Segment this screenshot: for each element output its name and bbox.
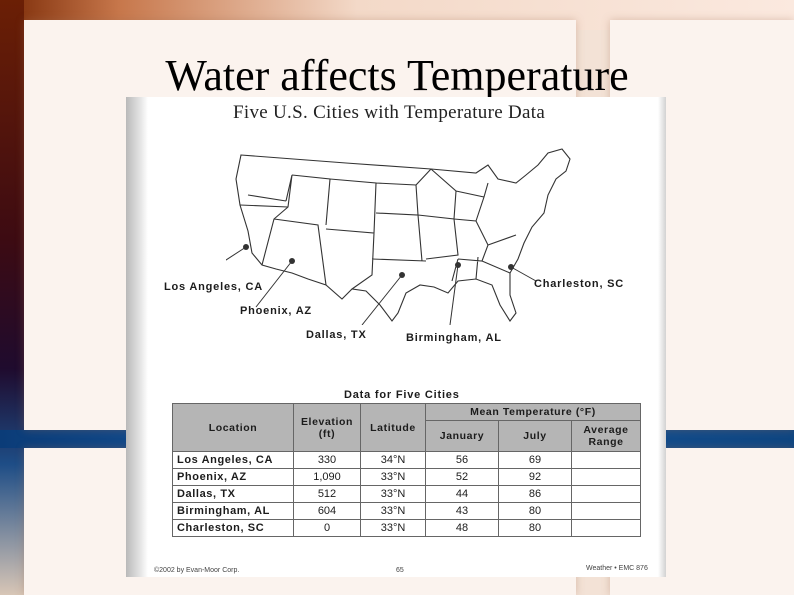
city-label-dallas: Dallas, TX [306, 329, 367, 341]
cell-july: 92 [498, 468, 572, 486]
cell-average-range [571, 485, 641, 503]
header-average-range: Average Range [571, 420, 641, 452]
page-binding-shadow [126, 97, 148, 577]
cell-elevation: 1,090 [293, 468, 361, 486]
cell-latitude: 34°N [360, 451, 426, 469]
cell-location: Charleston, SC [172, 519, 294, 537]
cell-elevation: 512 [293, 485, 361, 503]
cell-location: Phoenix, AZ [172, 468, 294, 486]
cell-january: 44 [425, 485, 499, 503]
cell-elevation: 330 [293, 451, 361, 469]
cell-july: 69 [498, 451, 572, 469]
table-header-row: Location Elevation (ft) Latitude Mean Te… [172, 403, 641, 452]
cell-latitude: 33°N [360, 468, 426, 486]
pointer-line [510, 266, 537, 282]
table-row: Charleston, SC 0 33°N 48 80 [172, 519, 641, 537]
cell-location: Los Angeles, CA [172, 451, 294, 469]
pointer-line [361, 274, 403, 325]
cell-average-range [571, 502, 641, 520]
book-reference: Weather • EMC 876 [586, 565, 648, 572]
table-row: Los Angeles, CA 330 34°N 56 69 [172, 451, 641, 469]
header-latitude: Latitude [360, 403, 426, 452]
city-label-charleston: Charleston, SC [534, 278, 625, 290]
us-map [226, 148, 571, 325]
cell-average-range [571, 468, 641, 486]
cell-elevation: 604 [293, 502, 361, 520]
header-july: July [498, 420, 572, 452]
cell-july: 86 [498, 485, 572, 503]
cell-latitude: 33°N [360, 519, 426, 537]
map-title: Five U.S. Cities with Temperature Data [233, 102, 546, 123]
table-row: Phoenix, AZ 1,090 33°N 52 92 [172, 468, 641, 486]
copyright-footer: ©2002 by Evan-Moor Corp. [154, 567, 240, 574]
city-label-birmingham: Birmingham, AL [406, 332, 502, 344]
cell-july: 80 [498, 519, 572, 537]
city-label-phoenix: Phoenix, AZ [240, 305, 312, 317]
cell-elevation: 0 [293, 519, 361, 537]
header-location: Location [172, 403, 294, 452]
cell-july: 80 [498, 502, 572, 520]
table-subheader-row: January July Average Range [173, 420, 641, 452]
cell-january: 52 [425, 468, 499, 486]
table-row: Dallas, TX 512 33°N 44 86 [172, 485, 641, 503]
cell-average-range [571, 451, 641, 469]
table-title: Data for Five Cities [344, 389, 460, 401]
page-edge-shadow [658, 97, 666, 577]
cell-location: Birmingham, AL [172, 502, 294, 520]
cell-latitude: 33°N [360, 502, 426, 520]
pointer-line [255, 260, 293, 308]
pointer-line [449, 264, 459, 325]
header-january: January [425, 420, 499, 452]
cell-average-range [571, 519, 641, 537]
cell-location: Dallas, TX [172, 485, 294, 503]
header-elevation: Elevation (ft) [293, 403, 361, 452]
cell-january: 56 [425, 451, 499, 469]
slide-title: Water affects Temperature [165, 51, 629, 100]
page-number: 65 [396, 567, 404, 574]
cell-january: 48 [425, 519, 499, 537]
background-left-gradient [0, 0, 24, 595]
pointer-line [226, 246, 247, 261]
scanned-worksheet: Five U.S. Cities with Temperature Data L… [126, 97, 666, 577]
header-mean-temperature: Mean Temperature (°F) [425, 403, 641, 421]
table-row: Birmingham, AL 604 33°N 43 80 [172, 502, 641, 520]
city-label-los-angeles: Los Angeles, CA [164, 281, 263, 293]
city-data-table: Location Elevation (ft) Latitude Mean Te… [172, 403, 641, 537]
cell-latitude: 33°N [360, 485, 426, 503]
cell-january: 43 [425, 502, 499, 520]
